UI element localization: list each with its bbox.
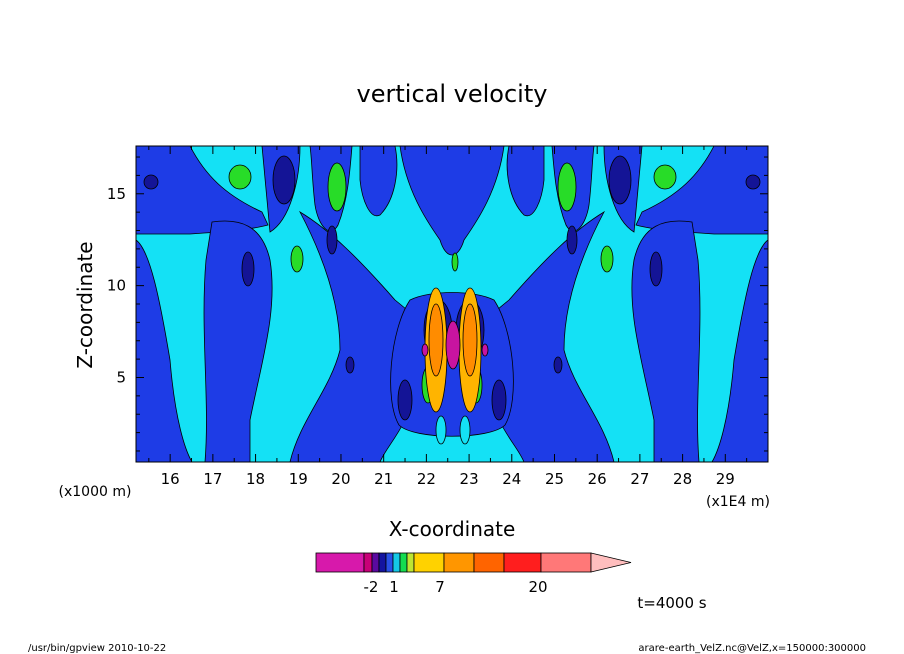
- chart-title: vertical velocity: [357, 80, 548, 108]
- blob-strong-down: [326, 225, 338, 255]
- blob-strong-down: [608, 155, 632, 205]
- blob-strong-down: [553, 356, 563, 374]
- cell-max-down: [445, 320, 461, 370]
- blob-up: [600, 245, 614, 273]
- colorbar-labels: -2 1 7 20: [364, 578, 548, 596]
- cell-max-up: [428, 303, 444, 377]
- colorbar-swatch: [315, 552, 365, 573]
- cell-max-up: [462, 303, 478, 377]
- blob-up: [228, 164, 252, 190]
- colorbar-swatch: [540, 552, 592, 573]
- region-down: [631, 220, 701, 462]
- cell-max-down: [481, 343, 489, 357]
- y-tick-label: 5: [116, 368, 126, 386]
- blob-strong-down: [241, 251, 255, 287]
- blob-strong-down: [566, 225, 578, 255]
- colorbar-swatch: [385, 552, 394, 573]
- blob-strong-down: [491, 379, 507, 421]
- cell-weak: [459, 415, 471, 445]
- colorbar-swatch: [473, 552, 505, 573]
- x-axis: 16 17 18 19 20 21 22 23 24 25 26 27 28 29: [148, 146, 748, 488]
- x-tick-label: 24: [502, 470, 521, 488]
- y-tick-label: 15: [107, 185, 126, 203]
- x-tick-label: 17: [203, 470, 222, 488]
- colorbar-label: 20: [528, 578, 547, 596]
- blob-up: [290, 245, 304, 273]
- blob-up: [557, 162, 577, 212]
- blob-strong-down: [345, 356, 355, 374]
- y-axis: 5 10 15: [107, 156, 768, 452]
- x-tick-label: 16: [161, 470, 180, 488]
- y-tick-label: 10: [107, 277, 126, 295]
- colorbar-label: -2: [364, 578, 379, 596]
- colorbar-swatch: [399, 552, 408, 573]
- colorbar-extend-arrow: [590, 552, 632, 573]
- region-down: [359, 146, 398, 217]
- colorbar-swatch: [392, 552, 401, 573]
- region-down: [136, 239, 193, 462]
- blob-strong-down: [649, 251, 663, 287]
- colorbar-label: 7: [435, 578, 445, 596]
- blob-strong-down: [397, 379, 413, 421]
- y-axis-label: Z-coordinate: [73, 241, 97, 368]
- x-unit-left: (x1000 m): [59, 484, 132, 500]
- x-tick-label: 21: [374, 470, 393, 488]
- colorbar-swatch: [406, 552, 415, 573]
- cell-weak: [435, 415, 447, 445]
- x-tick-label: 27: [630, 470, 649, 488]
- x-tick-label: 23: [460, 470, 479, 488]
- x-tick-label: 25: [545, 470, 564, 488]
- colorbar-swatch: [413, 552, 445, 573]
- blob-strong-down: [143, 174, 159, 190]
- x-axis-label: X-coordinate: [389, 517, 516, 541]
- colorbar-swatch: [363, 552, 373, 573]
- blob-up: [653, 164, 677, 190]
- blob-strong-down: [745, 174, 761, 190]
- colorbar-swatch: [378, 552, 387, 573]
- blob-up: [327, 162, 347, 212]
- region-down: [203, 220, 273, 462]
- blob-up: [451, 252, 459, 272]
- colorbar-swatch: [371, 552, 380, 573]
- contour-field: [136, 146, 768, 462]
- cell-max-down: [421, 343, 429, 357]
- region-down: [711, 239, 768, 462]
- footer-right: arare-earth_VelZ.nc@VelZ,x=150000:300000: [638, 643, 866, 654]
- footer-left: /usr/bin/gpview 2010-10-22: [28, 643, 166, 654]
- x-tick-label: 29: [716, 470, 735, 488]
- x-tick-label: 18: [246, 470, 265, 488]
- time-label: t=4000 s: [637, 594, 706, 612]
- x-tick-label: 28: [673, 470, 692, 488]
- colorbar-swatch: [443, 552, 475, 573]
- x-tick-label: 26: [588, 470, 607, 488]
- x-unit-right: (x1E4 m): [706, 494, 770, 510]
- colorbar: [315, 552, 632, 573]
- blob-strong-down: [272, 155, 296, 205]
- colorbar-swatch: [503, 552, 542, 573]
- x-tick-label: 22: [417, 470, 436, 488]
- colorbar-label: 1: [389, 578, 399, 596]
- x-tick-label: 19: [289, 470, 308, 488]
- region-down: [506, 146, 545, 217]
- x-tick-label: 20: [331, 470, 350, 488]
